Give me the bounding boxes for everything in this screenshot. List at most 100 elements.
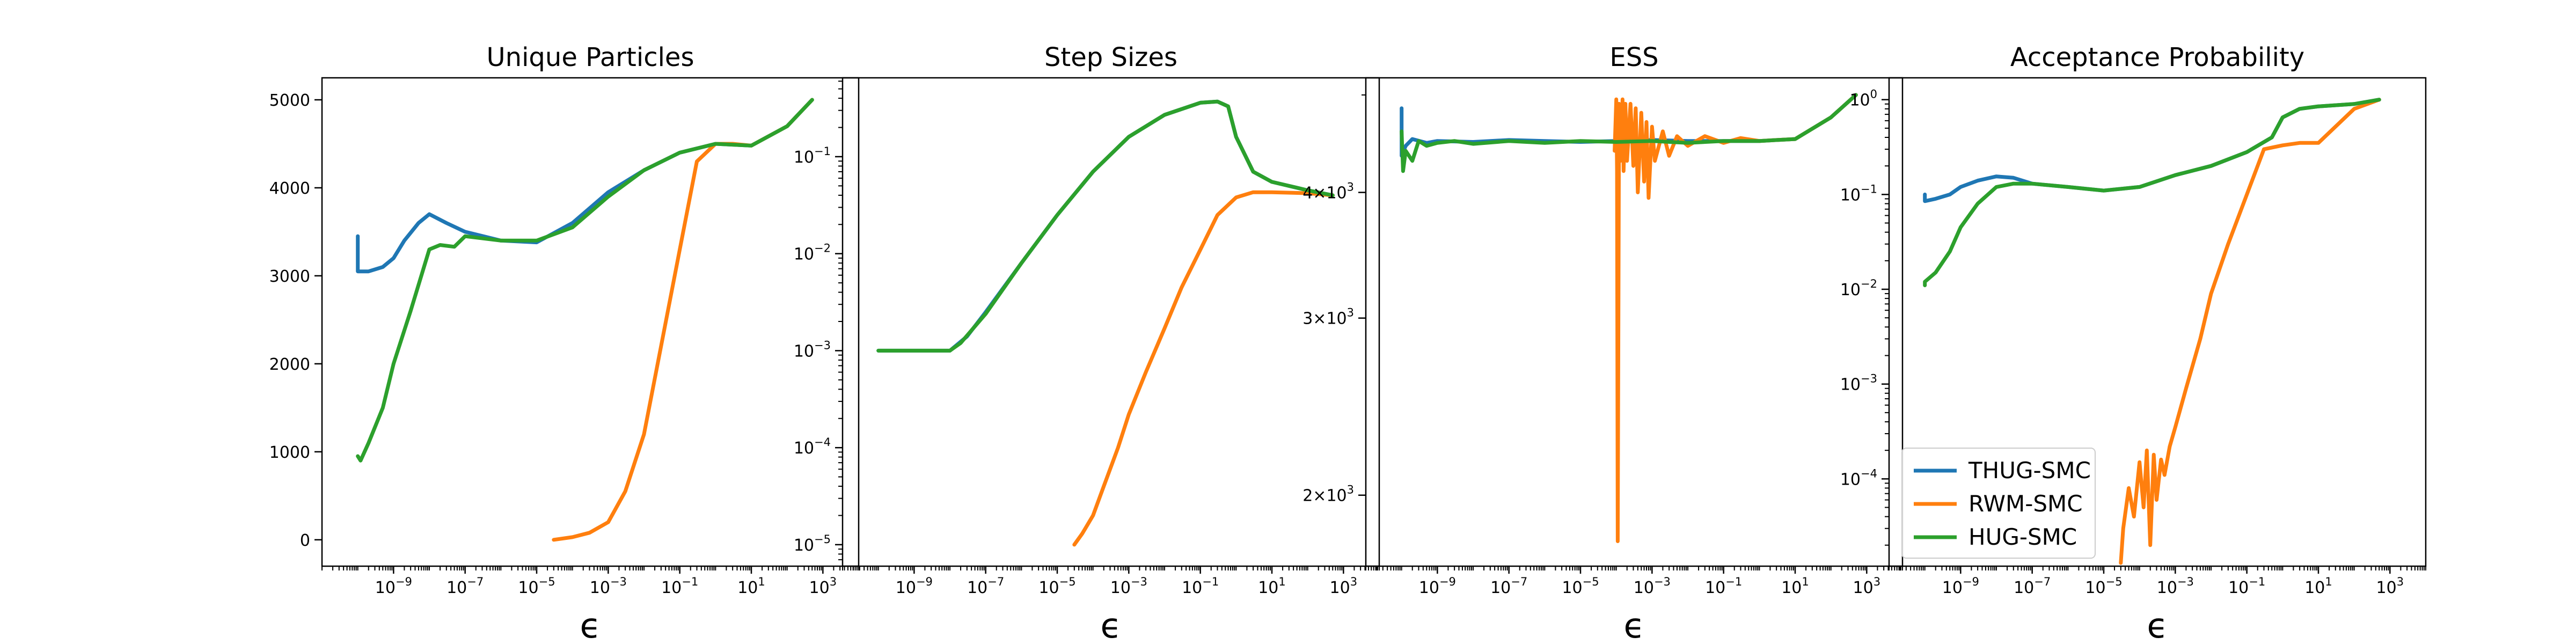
x-tick-label-base: 10 bbox=[1330, 579, 1350, 597]
y-tick-label-exp: 3 bbox=[1347, 484, 1354, 496]
x-tick-label-base: 10 bbox=[375, 579, 396, 597]
x-tick-label-base: 10 bbox=[1781, 579, 1802, 597]
y-tick-label-exp: −3 bbox=[1861, 372, 1877, 385]
y-tick-label-exp: 3 bbox=[1347, 306, 1354, 319]
x-tick-label-base: 10 bbox=[1942, 579, 1963, 597]
y-tick-label-base: 10 bbox=[794, 245, 814, 264]
y-tick-label: 3000 bbox=[269, 267, 310, 286]
x-tick-label-exp: −1 bbox=[1202, 575, 1219, 588]
y-tick-label-base: 10 bbox=[794, 342, 814, 361]
x-tick-label-exp: −5 bbox=[1583, 575, 1599, 588]
series-line-hug-smc bbox=[356, 98, 814, 463]
x-tick-label-exp: −9 bbox=[916, 575, 933, 588]
x-tick-label-base: 10 bbox=[447, 579, 467, 597]
y-tick-label: 1000 bbox=[269, 443, 310, 462]
y-tick-label-exp: −2 bbox=[814, 242, 831, 255]
panel-step-sizes: 10−9 10−7 10−5 10−3 10−1 101 10310−510−410−310… bbox=[794, 42, 1380, 644]
x-tick-label-exp: 3 bbox=[2397, 575, 2404, 588]
x-tick-label-base: 10 bbox=[518, 579, 538, 597]
y-tick-label: 10−4 bbox=[794, 436, 831, 458]
y-tick-label: 2×103 bbox=[1302, 484, 1354, 506]
x-tick-label-exp: −7 bbox=[987, 575, 1004, 588]
x-tick-label-base: 10 bbox=[2085, 579, 2105, 597]
y-tick-label-base: 10 bbox=[794, 439, 814, 458]
y-tick-label: 10−4 bbox=[1840, 467, 1877, 489]
y-tick-label-exp: −5 bbox=[814, 533, 831, 546]
x-tick-label: 10−3 bbox=[590, 575, 627, 597]
y-tick-label-base: 10 bbox=[1840, 281, 1861, 299]
x-tick-label-exp: −9 bbox=[396, 575, 412, 588]
x-tick-label: 10−7 bbox=[967, 575, 1004, 597]
y-tick-label-exp: −3 bbox=[814, 339, 831, 352]
x-tick-label-exp: −3 bbox=[1654, 575, 1671, 588]
y-tick-label: 10−5 bbox=[794, 533, 831, 555]
x-tick-label: 10−9 bbox=[1419, 575, 1456, 597]
x-tick-label-base: 10 bbox=[896, 579, 916, 597]
y-tick-label: 3×103 bbox=[1302, 306, 1354, 328]
x-tick-label-exp: 3 bbox=[1874, 575, 1880, 588]
x-tick-label-base: 10 bbox=[1110, 579, 1131, 597]
x-tick-label: 103 bbox=[2376, 575, 2404, 597]
x-tick-label: 10−5 bbox=[518, 575, 555, 597]
x-tick-label-base: 10 bbox=[590, 579, 610, 597]
series-group bbox=[356, 98, 814, 542]
panel-unique-particles: 10−9 10−7 10−5 10−3 10−1 101 10301000200030004… bbox=[269, 42, 860, 644]
x-tick-label: 101 bbox=[2304, 575, 2332, 597]
x-tick-label-base: 10 bbox=[1490, 579, 1511, 597]
x-tick-label-exp: −3 bbox=[2177, 575, 2194, 588]
x-tick-label: 103 bbox=[1853, 575, 1881, 597]
x-tick-label: 10−9 bbox=[896, 575, 933, 597]
y-tick-label: 10−2 bbox=[794, 242, 831, 264]
y-tick-label: 4000 bbox=[269, 179, 310, 198]
x-tick-label-base: 10 bbox=[809, 579, 830, 597]
x-tick-label: 10−1 bbox=[2228, 575, 2265, 597]
panel-title: Step Sizes bbox=[1044, 42, 1177, 72]
x-tick-label-base: 10 bbox=[2376, 579, 2397, 597]
y-tick-label-exp: −4 bbox=[814, 436, 831, 449]
y-tick-label-base: 10 bbox=[794, 148, 814, 167]
legend: THUG-SMC RWM-SMC HUG-SMC bbox=[1901, 448, 2096, 559]
x-tick-label: 10−7 bbox=[447, 575, 484, 597]
x-tick-label: 103 bbox=[809, 575, 837, 597]
x-tick-label: 10−1 bbox=[1182, 575, 1219, 597]
y-tick-label-base: 3×10 bbox=[1302, 310, 1346, 328]
y-tick-label: 10−1 bbox=[1840, 182, 1877, 204]
y-tick-label: 10−3 bbox=[794, 339, 831, 361]
y-tick-label: 10−3 bbox=[1840, 372, 1877, 394]
y-tick-label-base: 10 bbox=[1840, 470, 1861, 489]
y-tick-label: 2000 bbox=[269, 355, 310, 374]
x-tick-label-exp: −5 bbox=[2106, 575, 2123, 588]
x-tick-label-exp: 1 bbox=[2325, 575, 2332, 588]
series-line-rwm-smc bbox=[2119, 98, 2381, 565]
x-tick-label-base: 10 bbox=[2157, 579, 2177, 597]
y-tick-label: 10−2 bbox=[1840, 277, 1877, 299]
x-tick-label-exp: −9 bbox=[1439, 575, 1456, 588]
axes-frame bbox=[321, 77, 860, 567]
x-tick-label-exp: 1 bbox=[758, 575, 765, 588]
x-tick-label-exp: −5 bbox=[539, 575, 555, 588]
legend-label-rwm-smc: RWM-SMC bbox=[1968, 491, 2083, 517]
x-tick-label-exp: −5 bbox=[1059, 575, 1076, 588]
x-tick-label-exp: 3 bbox=[830, 575, 837, 588]
x-tick-label-exp: −1 bbox=[2249, 575, 2265, 588]
series-line-thug-smc bbox=[876, 99, 1335, 353]
x-tick-label-base: 10 bbox=[1705, 579, 1725, 597]
x-tick-label-base: 10 bbox=[1038, 579, 1059, 597]
x-tick-label-exp: −1 bbox=[682, 575, 698, 588]
panel-acceptance-probability: 10−9 10−7 10−5 10−3 10−1 101 10310−410−310−210… bbox=[1840, 42, 2427, 644]
y-tick-label-exp: −2 bbox=[1861, 277, 1877, 290]
series-group bbox=[876, 99, 1335, 547]
x-tick-label: 101 bbox=[737, 575, 765, 597]
x-tick-label-base: 10 bbox=[1853, 579, 1874, 597]
x-tick-label: 103 bbox=[1330, 575, 1358, 597]
series-line-hug-smc bbox=[1923, 98, 2381, 288]
x-tick-label-exp: −9 bbox=[1963, 575, 1979, 588]
x-tick-label-exp: 1 bbox=[1802, 575, 1809, 588]
x-tick-label-base: 10 bbox=[1634, 579, 1654, 597]
y-tick-label-exp: −1 bbox=[814, 145, 831, 158]
y-tick-label-exp: 3 bbox=[1347, 181, 1354, 194]
series-group bbox=[1923, 98, 2381, 565]
y-tick-label: 0 bbox=[300, 531, 310, 550]
x-tick-label-base: 10 bbox=[967, 579, 987, 597]
x-tick-label-base: 10 bbox=[1419, 579, 1439, 597]
